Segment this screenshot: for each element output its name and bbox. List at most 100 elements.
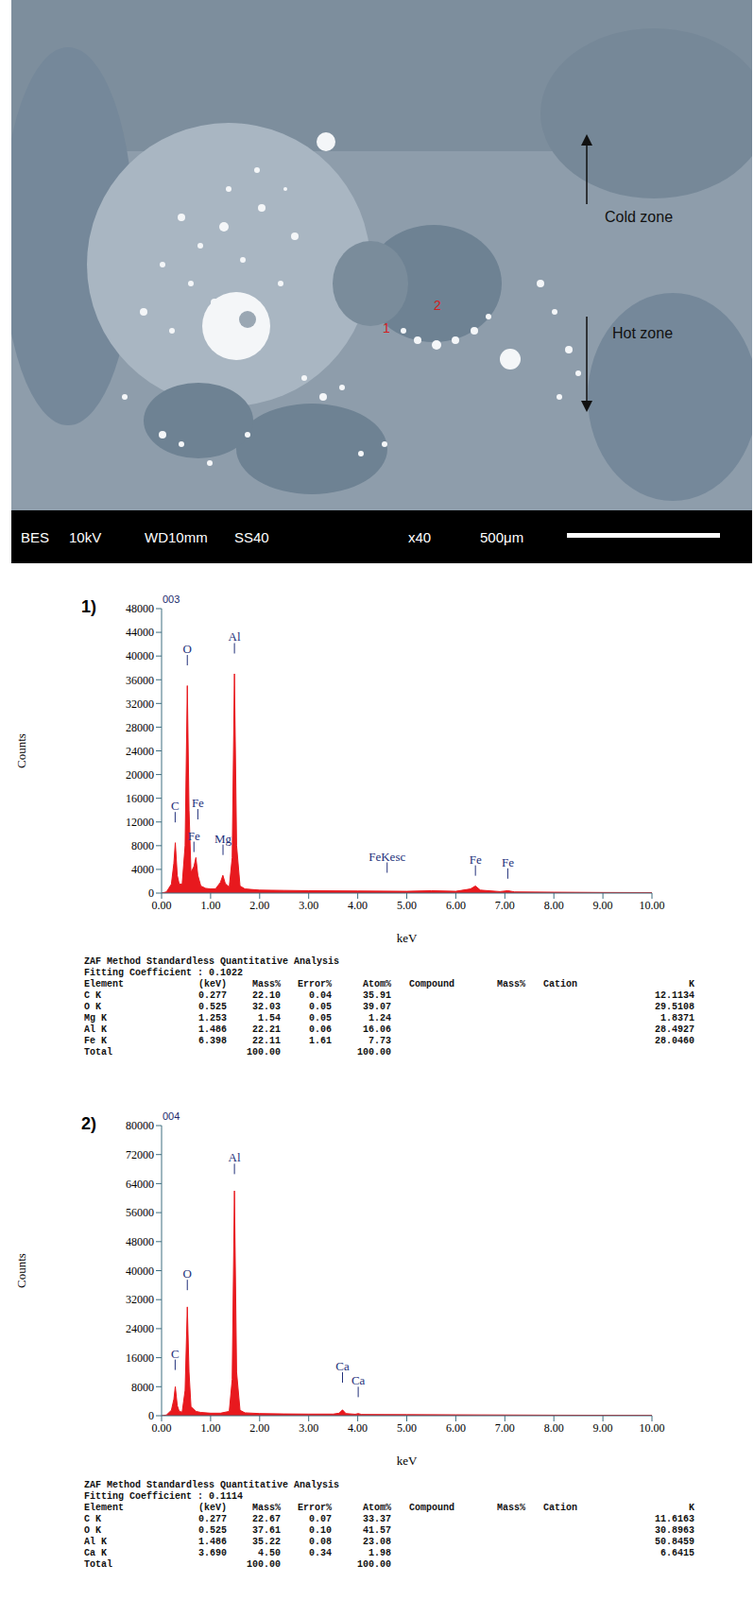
- svg-text:8.00: 8.00: [544, 1421, 565, 1435]
- svg-text:44000: 44000: [125, 625, 155, 639]
- svg-text:64000: 64000: [125, 1177, 155, 1191]
- svg-text:SS40: SS40: [234, 529, 270, 546]
- svg-text:10.00: 10.00: [639, 898, 666, 912]
- svg-text:10kV: 10kV: [68, 529, 102, 546]
- html-text:Cation: Cation: [543, 978, 578, 990]
- svg-text:8000: 8000: [131, 1380, 155, 1394]
- html-text:Mg K: Mg K: [84, 1012, 107, 1024]
- svg-text:1: 1: [382, 320, 391, 336]
- svg-text:Counts: Counts: [14, 1252, 29, 1288]
- svg-text:8.00: 8.00: [544, 898, 565, 912]
- svg-text:48000: 48000: [125, 601, 155, 616]
- svg-text:16000: 16000: [125, 791, 155, 806]
- html-text:Element: Element: [84, 978, 124, 990]
- html-text:004: 004: [162, 1110, 180, 1122]
- svg-text:2: 2: [433, 297, 442, 313]
- svg-text:7.00: 7.00: [495, 898, 515, 912]
- svg-text:6.00: 6.00: [445, 1421, 466, 1435]
- svg-text:12000: 12000: [125, 815, 155, 829]
- svg-text:32000: 32000: [125, 1292, 155, 1306]
- svg-text:BES: BES: [20, 529, 50, 546]
- html-text:1.24: 1.24: [368, 1012, 392, 1024]
- svg-text:500μm: 500μm: [479, 529, 524, 546]
- html-text:100.00: 100.00: [357, 1046, 392, 1058]
- svg-text:WD10mm: WD10mm: [144, 529, 208, 546]
- svg-text:FeKesc: FeKesc: [368, 849, 406, 864]
- html-text:2): 2): [81, 1113, 97, 1133]
- svg-text:48000: 48000: [125, 1234, 155, 1249]
- svg-text:Ca: Ca: [335, 1358, 350, 1373]
- html-text:22.67: 22.67: [252, 1513, 281, 1525]
- svg-text:16000: 16000: [125, 1351, 155, 1365]
- svg-text:O: O: [183, 641, 192, 656]
- svg-text:3.00: 3.00: [298, 898, 319, 912]
- svg-text:Al: Al: [228, 629, 241, 644]
- html-text:Compound: Compound: [409, 978, 455, 990]
- svg-text:40000: 40000: [125, 1264, 155, 1278]
- svg-text:Mg: Mg: [214, 831, 233, 846]
- html-text:1.54: 1.54: [257, 1012, 281, 1024]
- html-text:Mass%: Mass%: [496, 978, 526, 990]
- svg-text:0: 0: [148, 886, 155, 900]
- svg-text:Cold zone: Cold zone: [604, 208, 673, 225]
- svg-text:24000: 24000: [125, 744, 155, 758]
- html-text:C K: C K: [84, 1513, 102, 1525]
- svg-text:28000: 28000: [125, 720, 155, 735]
- svg-text:7.00: 7.00: [495, 1421, 515, 1435]
- html-text:Fitting Coefficient : 0.1114: Fitting Coefficient : 0.1114: [84, 1490, 243, 1502]
- svg-text:80000: 80000: [125, 1118, 155, 1132]
- svg-text:Counts: Counts: [14, 733, 29, 769]
- svg-text:32000: 32000: [125, 697, 155, 711]
- svg-text:4.00: 4.00: [347, 1421, 368, 1435]
- svg-text:40000: 40000: [125, 649, 155, 663]
- svg-text:56000: 56000: [125, 1205, 155, 1219]
- html-text:1.253: 1.253: [198, 1012, 227, 1024]
- svg-text:20000: 20000: [125, 768, 155, 782]
- html-text:1): 1): [81, 597, 97, 617]
- svg-text:Fe: Fe: [191, 795, 205, 810]
- svg-text:keV: keV: [396, 1453, 418, 1468]
- svg-text:8000: 8000: [131, 839, 155, 853]
- svg-text:2.00: 2.00: [249, 898, 270, 912]
- svg-text:O: O: [183, 1266, 192, 1281]
- html-text:(keV): (keV): [198, 978, 227, 990]
- svg-text:72000: 72000: [125, 1148, 155, 1162]
- html-text:1.8371: 1.8371: [660, 1012, 695, 1024]
- svg-text:Al: Al: [228, 1149, 241, 1165]
- svg-text:36000: 36000: [125, 673, 155, 687]
- svg-text:Hot zone: Hot zone: [612, 325, 673, 342]
- svg-text:2.00: 2.00: [249, 1421, 270, 1435]
- svg-text:C: C: [171, 798, 180, 813]
- html-text:ZAF Method Standardless Quanti: ZAF Method Standardless Quantitative Ana…: [84, 1479, 340, 1491]
- svg-text:Fe: Fe: [501, 855, 515, 870]
- svg-text:C: C: [171, 1346, 180, 1361]
- svg-text:9.00: 9.00: [593, 898, 614, 912]
- svg-text:0: 0: [148, 1408, 155, 1423]
- html-text:Error%: Error%: [297, 978, 332, 990]
- svg-text:5.00: 5.00: [396, 1421, 417, 1435]
- svg-text:5.00: 5.00: [396, 898, 417, 912]
- svg-text:10.00: 10.00: [639, 1421, 666, 1435]
- html-text:Atom%: Atom%: [362, 978, 392, 990]
- html-text:0.05: 0.05: [308, 1012, 332, 1024]
- svg-text:Fe: Fe: [188, 828, 201, 843]
- svg-text:Ca: Ca: [351, 1372, 366, 1388]
- html-text:Mass%: Mass%: [252, 978, 281, 990]
- html-text:Total: Total: [84, 1046, 113, 1058]
- svg-text:keV: keV: [396, 930, 418, 945]
- svg-text:9.00: 9.00: [593, 1421, 614, 1435]
- svg-text:1.00: 1.00: [200, 898, 221, 912]
- svg-text:0.00: 0.00: [152, 1421, 172, 1435]
- svg-text:Fe: Fe: [469, 852, 482, 867]
- svg-text:3.00: 3.00: [298, 1421, 319, 1435]
- html-text:003: 003: [162, 593, 180, 605]
- html-text:100.00: 100.00: [246, 1046, 281, 1058]
- svg-text:4000: 4000: [131, 862, 155, 876]
- svg-text:6.00: 6.00: [445, 898, 466, 912]
- html-text:0.277: 0.277: [198, 1513, 227, 1525]
- svg-text:24000: 24000: [125, 1321, 155, 1336]
- svg-text:x40: x40: [408, 529, 431, 546]
- svg-text:0.00: 0.00: [152, 898, 172, 912]
- svg-text:1.00: 1.00: [200, 1421, 221, 1435]
- svg-text:4.00: 4.00: [347, 898, 368, 912]
